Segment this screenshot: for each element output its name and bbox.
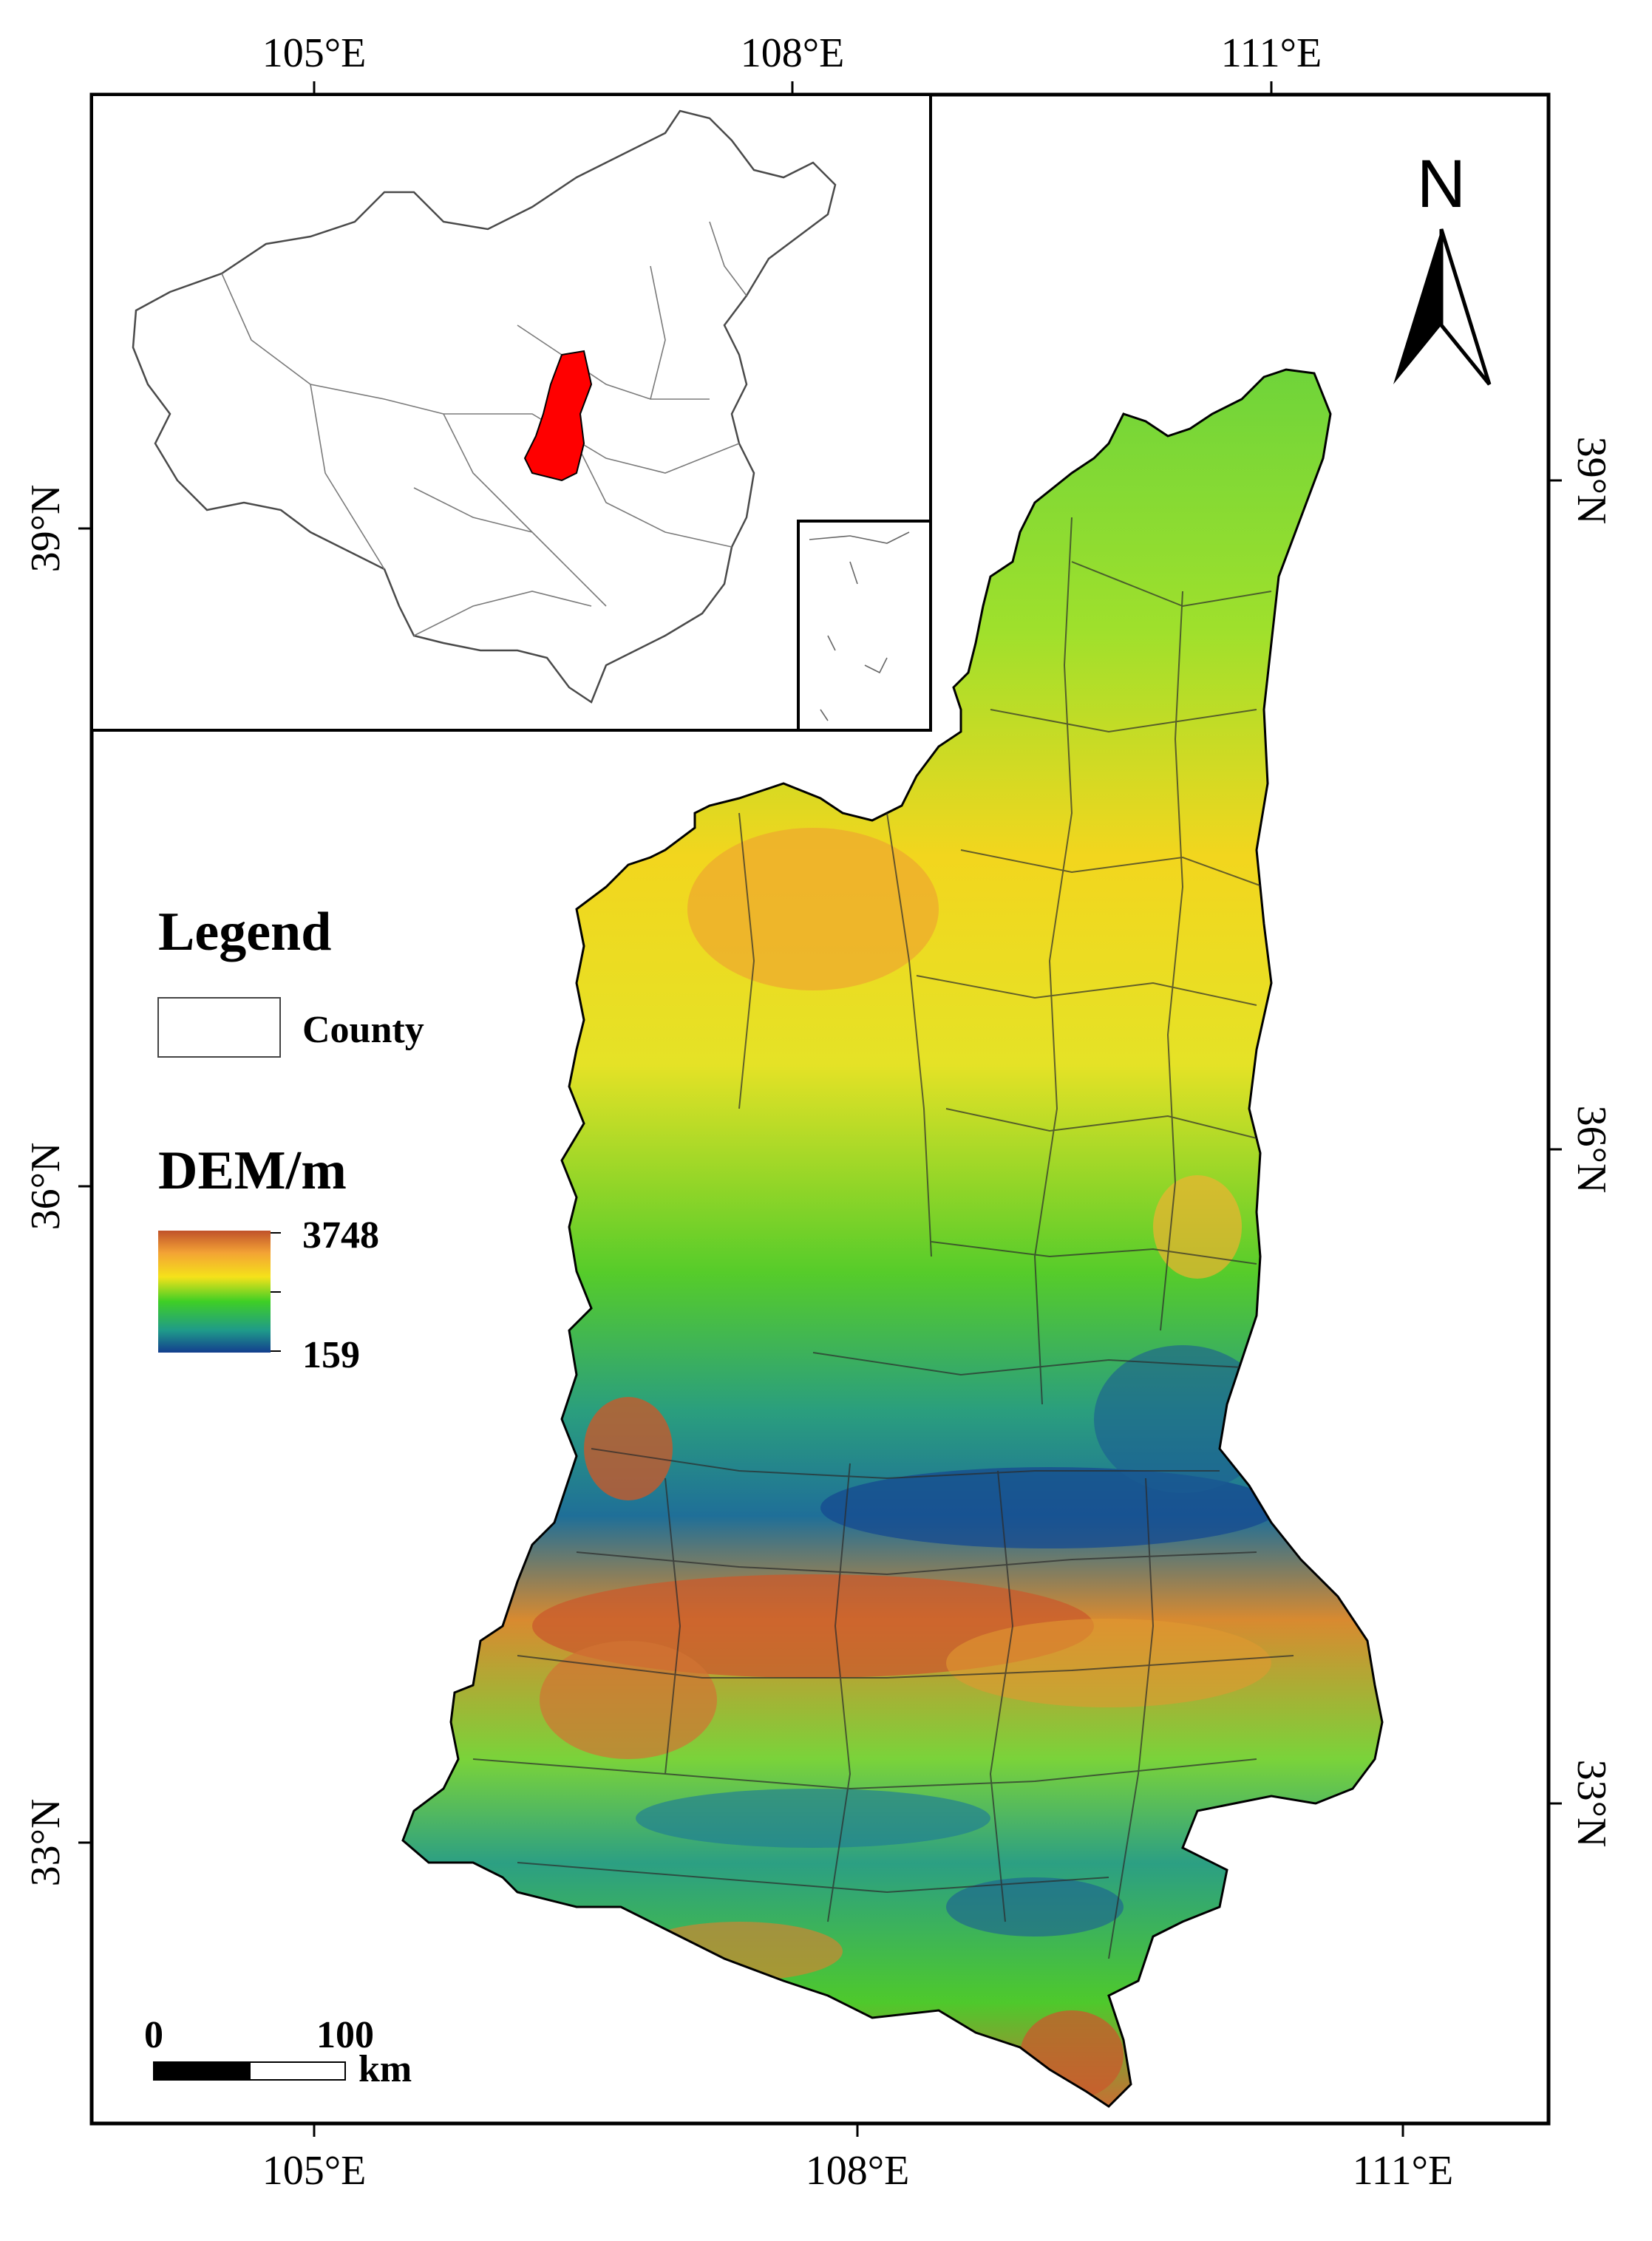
scale-max: 100 bbox=[316, 2014, 374, 2056]
left-lat-label: 39°N bbox=[23, 485, 69, 573]
left-latitude-axis: 39°N 36°N 33°N bbox=[23, 485, 92, 1887]
scale-unit: km bbox=[358, 2048, 412, 2090]
legend-title: Legend bbox=[158, 902, 331, 962]
right-lat-label: 39°N bbox=[1568, 437, 1614, 525]
north-arrow-icon: N bbox=[1393, 146, 1492, 386]
left-lat-label: 36°N bbox=[23, 1143, 69, 1231]
south-china-sea-inset bbox=[797, 520, 932, 732]
shaanxi-highlight bbox=[523, 350, 593, 482]
county-legend-swatch bbox=[157, 997, 281, 1058]
bottom-longitude-axis: 105°E 108°E 111°E bbox=[262, 2123, 1453, 2194]
dem-min-label: 159 bbox=[302, 1334, 360, 1376]
left-lat-label: 33°N bbox=[23, 1799, 69, 1887]
legend: Legend County DEM/m 3748 159 bbox=[157, 902, 424, 1376]
top-lon-label: 105°E bbox=[262, 30, 367, 76]
county-legend-label: County bbox=[302, 1009, 424, 1051]
dem-legend-title: DEM/m bbox=[158, 1140, 347, 1201]
scale-zero: 0 bbox=[144, 2014, 163, 2056]
province-dem bbox=[401, 368, 1384, 2108]
bottom-lon-label: 111°E bbox=[1353, 2148, 1453, 2194]
svg-text:N: N bbox=[1417, 146, 1466, 222]
bottom-lon-label: 105°E bbox=[262, 2148, 367, 2194]
bottom-lon-label: 108°E bbox=[806, 2148, 910, 2194]
china-outline-icon bbox=[132, 109, 837, 704]
top-lon-label: 108°E bbox=[741, 30, 845, 76]
right-lat-label: 36°N bbox=[1568, 1106, 1614, 1194]
top-lon-label: 111°E bbox=[1221, 30, 1322, 76]
dem-color-ramp bbox=[158, 1231, 271, 1353]
inset-map bbox=[90, 93, 932, 732]
right-latitude-axis: 39°N 36°N 33°N bbox=[1549, 437, 1614, 1848]
right-lat-label: 33°N bbox=[1568, 1760, 1614, 1848]
top-longitude-axis: 105°E 108°E 111°E bbox=[262, 30, 1322, 95]
scale-bar: 0 100 km bbox=[144, 2014, 412, 2090]
dem-max-label: 3748 bbox=[302, 1214, 379, 1256]
